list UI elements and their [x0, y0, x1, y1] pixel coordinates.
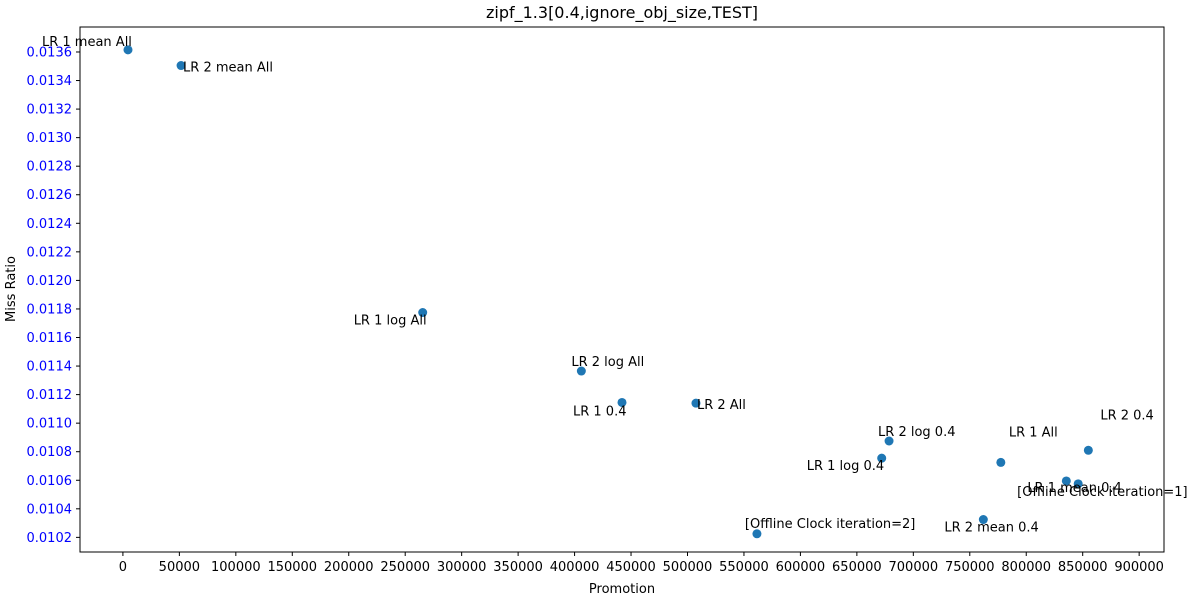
data-point	[576, 366, 586, 376]
y-tick-label: 0.0112	[27, 388, 73, 403]
data-labels: LR 1 mean All LR 2 mean All LR 1 log All LR…	[42, 35, 1188, 536]
data-point	[176, 61, 186, 71]
y-tick-label: 0.0104	[27, 502, 73, 517]
data-point	[617, 397, 627, 407]
data-label: LR 1 log All	[354, 314, 427, 329]
y-tick-label: 0.0106	[27, 474, 73, 489]
data-label: [Offline Clock iteration=1]	[1017, 485, 1187, 500]
data-point	[418, 308, 428, 318]
x-tick-label: 600000	[776, 560, 826, 575]
data-label: LR 2 log 0.4	[878, 425, 955, 440]
y-tick-label: 0.0120	[27, 274, 73, 289]
data-label: LR 1 mean 0.4	[1027, 481, 1122, 496]
x-tick-label: 450000	[606, 560, 656, 575]
x-tick-label: 850000	[1058, 560, 1108, 575]
x-tick-label: 50000	[159, 560, 200, 575]
data-point	[877, 453, 887, 463]
y-tick-label: 0.0128	[27, 160, 73, 175]
y-tick-label: 0.0116	[27, 331, 73, 346]
data-point	[691, 398, 701, 408]
data-point	[996, 457, 1006, 467]
data-label: [Offline Clock iteration=2]	[745, 517, 915, 532]
y-tick-label: 0.0136	[27, 45, 73, 60]
data-point	[752, 529, 762, 539]
y-tick-label: 0.0122	[27, 245, 73, 260]
data-point	[884, 436, 894, 446]
y-tick-label: 0.0108	[27, 445, 73, 460]
data-point	[1061, 476, 1071, 486]
y-axis-label: Miss Ratio	[4, 256, 19, 322]
y-tick-label: 0.0130	[27, 131, 73, 146]
data-label: LR 2 log All	[571, 355, 644, 370]
y-tick-label: 0.0102	[27, 531, 73, 546]
data-label: LR 1 log 0.4	[807, 459, 884, 474]
x-tick-label: 350000	[493, 560, 543, 575]
data-point	[1073, 479, 1083, 489]
data-point	[978, 515, 988, 525]
y-tick-label: 0.0124	[27, 217, 73, 232]
x-tick-label: 700000	[889, 560, 939, 575]
data-label: LR 1 0.4	[573, 404, 627, 419]
y-tick-label: 0.0118	[27, 302, 73, 317]
x-tick-label: 0	[119, 560, 127, 575]
plot-area	[79, 26, 1165, 553]
x-tick-label: 300000	[437, 560, 487, 575]
x-tick-label: 650000	[832, 560, 882, 575]
x-tick-label: 100000	[211, 560, 261, 575]
data-label: LR 2 mean 0.4	[944, 521, 1038, 536]
data-label: LR 2 0.4	[1100, 408, 1154, 423]
data-label: LR 1 All	[1009, 425, 1058, 440]
x-tick-label: 900000	[1114, 560, 1164, 575]
x-tick-label: 150000	[267, 560, 317, 575]
y-tick-label: 0.0114	[27, 360, 73, 375]
x-tick-label: 200000	[324, 560, 374, 575]
x-tick-label: 550000	[719, 560, 769, 575]
y-tick-label: 0.0110	[27, 417, 73, 432]
x-axis-label: Promotion	[589, 582, 655, 597]
x-tick-label: 500000	[663, 560, 713, 575]
data-points	[123, 45, 1093, 539]
y-tick-label: 0.0132	[27, 103, 73, 118]
x-tick-label: 750000	[945, 560, 995, 575]
y-tick-label: 0.0134	[27, 74, 73, 89]
x-tick-label: 800000	[1001, 560, 1051, 575]
y-tick-label: 0.0126	[27, 188, 73, 203]
x-tick-label: 250000	[380, 560, 430, 575]
data-point	[1083, 445, 1093, 455]
data-label: LR 1 mean All	[42, 35, 132, 50]
y-axis: 0.0102 0.0104 0.0106 0.0108 0.0110 0.0112 0.01…	[27, 45, 80, 546]
chart-title: zipf_1.3[0.4,ignore_obj_size,TEST]	[486, 3, 758, 23]
data-label: LR 2 All	[697, 398, 746, 413]
data-point	[123, 45, 133, 55]
data-label: LR 2 mean All	[183, 61, 273, 76]
x-tick-label: 400000	[550, 560, 600, 575]
x-axis: 0 50000 100000 150000 200000 250000 300000 3500…	[119, 552, 1164, 575]
